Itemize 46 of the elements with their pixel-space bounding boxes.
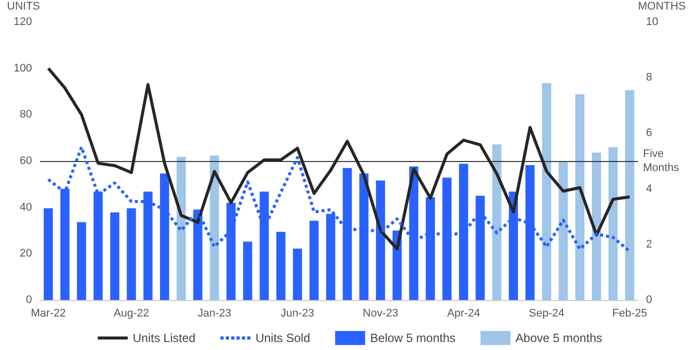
y-tick-label: 60 [20, 155, 32, 167]
bar [575, 94, 584, 300]
ref-line-label: Five Months [643, 148, 680, 174]
bar [542, 83, 552, 300]
x-tick-label: Jun-23 [280, 308, 314, 320]
y2-tick-label: 2 [646, 238, 652, 250]
bar [608, 147, 618, 300]
legend-label: Below 5 months [370, 331, 456, 345]
bar [110, 212, 120, 300]
bar [592, 152, 602, 300]
bar [292, 248, 302, 300]
y2-tick-label: 8 [646, 72, 652, 84]
x-tick-label: Sep-24 [528, 308, 564, 320]
y-tick-label: 20 [20, 248, 32, 260]
bar [126, 208, 136, 300]
x-tick-label: Mar-22 [30, 308, 66, 320]
bar [76, 222, 86, 300]
bar [176, 156, 186, 300]
y2-tick-label: 6 [646, 127, 652, 140]
y-tick-label: 120 [14, 16, 32, 28]
y-tick-label: 0 [26, 294, 32, 306]
y2-tick-label: 0 [646, 294, 652, 306]
bar [492, 144, 502, 300]
legend-label: Units Listed [132, 331, 196, 345]
y2-tick-label: 10 [646, 16, 658, 28]
legend-label: Above 5 months [516, 331, 602, 345]
bar [210, 155, 219, 300]
x-tick-label: Nov-23 [362, 308, 398, 320]
x-tick-label: Aug-22 [114, 308, 150, 320]
bar [558, 161, 568, 300]
y2-axis-title: MONTHS [638, 0, 686, 12]
x-tick-label: Apr-24 [447, 308, 480, 320]
bar [243, 242, 252, 300]
bar [276, 232, 286, 300]
y-tick-label: 80 [20, 108, 32, 121]
y-axis-title: UNITS [7, 0, 40, 12]
x-tick-label: Feb-25 [612, 308, 648, 320]
y-tick-label: 40 [20, 201, 32, 214]
y-tick-label: 100 [14, 62, 32, 74]
bar [625, 90, 634, 300]
legend-label: Units Sold [255, 331, 310, 345]
bar [44, 208, 53, 300]
line-series [46, 66, 632, 251]
y2-tick-label: 4 [646, 182, 652, 195]
bar [310, 220, 319, 300]
x-tick-label: Jan-23 [198, 308, 232, 320]
